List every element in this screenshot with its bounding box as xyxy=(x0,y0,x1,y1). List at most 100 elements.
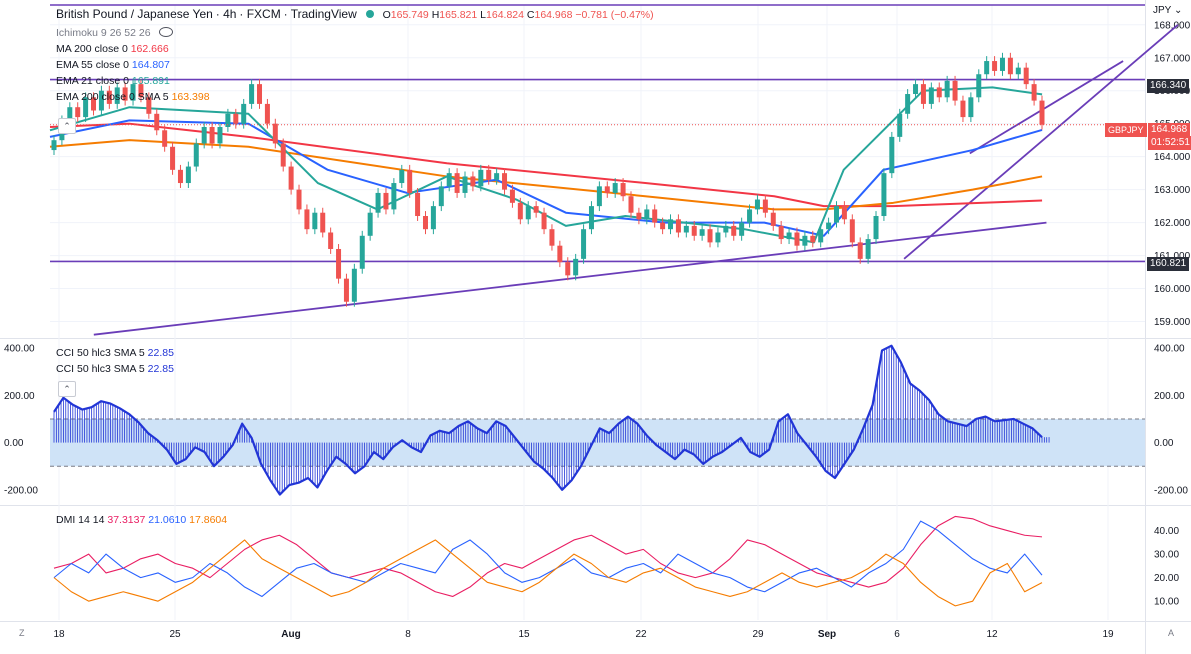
cci-tick-label-right: 400.00 xyxy=(1154,344,1185,355)
candle-down xyxy=(920,84,926,104)
high-value: 165.821 xyxy=(439,9,478,21)
price-tick-label: 168.000 xyxy=(1154,20,1191,31)
candle-down xyxy=(106,90,112,104)
candle-up xyxy=(865,239,871,259)
candle-up xyxy=(185,166,191,184)
candle-up xyxy=(438,186,444,207)
cci-tick-label-right: 0.00 xyxy=(1154,438,1174,449)
lower-line-price-tag: 160.821 xyxy=(1147,257,1190,271)
candle-down xyxy=(407,169,413,193)
interval[interactable]: 4h xyxy=(223,7,237,21)
candle-down xyxy=(565,262,571,276)
candle-down xyxy=(857,242,863,259)
indicator-ema21-label[interactable]: EMA 21 close 0 xyxy=(56,75,129,87)
currency-selector[interactable]: JPY ⌄ xyxy=(1153,5,1183,16)
candle-up xyxy=(351,268,357,302)
time-tick-label: 8 xyxy=(405,629,411,640)
candle-down xyxy=(264,103,270,124)
cci-tick-label-left: 0.00 xyxy=(4,438,24,449)
overlay-ema-200-close-0-sma-5 xyxy=(49,139,1043,211)
candle-down xyxy=(320,212,326,233)
candle-down xyxy=(628,196,634,213)
candle-up xyxy=(581,229,587,259)
candle-down xyxy=(122,87,128,101)
dmi-tick-label: 40.00 xyxy=(1154,526,1179,537)
candle-up xyxy=(462,176,468,193)
time-tick-label: 18 xyxy=(53,629,65,640)
candle-up xyxy=(818,229,824,243)
auto-scale-button[interactable]: A xyxy=(1168,628,1175,638)
candle-down xyxy=(936,87,942,98)
dmi-tick-label: 20.00 xyxy=(1154,573,1179,584)
indicator-ma200-label[interactable]: MA 200 close 0 xyxy=(56,43,128,55)
time-tick-label: 19 xyxy=(1102,629,1114,640)
legend-collapse-button[interactable]: ⌃ xyxy=(58,118,76,134)
dmi-plus-value: 37.3137 xyxy=(107,514,146,526)
price-tick-label: 163.000 xyxy=(1154,185,1191,196)
candle-down xyxy=(383,192,389,210)
candle-down xyxy=(486,169,492,180)
candle-down xyxy=(138,84,144,98)
price-tick-label: 160.000 xyxy=(1154,284,1191,295)
trend-line xyxy=(903,24,1179,260)
overlay-ema-21-close-0 xyxy=(49,86,1043,244)
candle-down xyxy=(177,169,183,184)
candle-down xyxy=(660,222,666,230)
cci-legend: CCI 50 hlc3 SMA 5 22.85 CCI 50 hlc3 SMA … xyxy=(56,345,174,377)
time-tick-label: 6 xyxy=(894,629,900,640)
cci-label-2[interactable]: CCI 50 hlc3 SMA 5 xyxy=(56,363,145,375)
trend-line xyxy=(969,60,1124,155)
candle-up xyxy=(525,206,531,220)
indicator-ema55-label[interactable]: EMA 55 close 0 xyxy=(56,59,129,71)
candle-up xyxy=(739,222,745,236)
candle-up xyxy=(114,87,120,104)
price-tick-label: 164.000 xyxy=(1154,152,1191,163)
symbol-name[interactable]: British Pound / Japanese Yen xyxy=(56,7,213,21)
candle-up xyxy=(359,235,365,269)
candle-up xyxy=(193,143,199,167)
time-tick-label: Sep xyxy=(818,629,836,640)
indicator-ichimoku-label[interactable]: Ichimoku 9 26 52 26 xyxy=(56,27,151,39)
candle-down xyxy=(794,232,800,246)
candle-up xyxy=(225,113,231,127)
time-tick-label: 25 xyxy=(169,629,181,640)
candle-up xyxy=(873,216,879,240)
candle-up xyxy=(699,229,705,236)
cci-label[interactable]: CCI 50 hlc3 SMA 5 xyxy=(56,347,145,359)
candle-down xyxy=(1007,57,1013,75)
candle-up xyxy=(644,209,650,220)
candle-up xyxy=(130,84,136,101)
eye-off-icon[interactable] xyxy=(159,27,174,37)
candle-down xyxy=(533,206,539,213)
cci-collapse-button[interactable]: ⌃ xyxy=(58,381,76,397)
candle-down xyxy=(849,219,855,243)
timezone-z-button[interactable]: Z xyxy=(19,628,25,638)
candle-down xyxy=(675,219,681,233)
candle-down xyxy=(960,100,966,118)
candle-down xyxy=(502,173,508,190)
candle-up xyxy=(897,113,903,137)
candle-down xyxy=(470,176,476,187)
indicator-ema200-label[interactable]: EMA 200 close 0 SMA 5 xyxy=(56,91,169,103)
candle-down xyxy=(636,212,642,220)
candle-up xyxy=(391,183,397,210)
dmi-label[interactable]: DMI 14 14 xyxy=(56,514,105,526)
dmi-tick-label: 10.00 xyxy=(1154,597,1179,608)
candle-up xyxy=(478,169,484,187)
candle-down xyxy=(257,84,263,104)
candle-up xyxy=(913,84,919,95)
candle-down xyxy=(415,192,421,217)
cci-value-2: 22.85 xyxy=(147,363,174,375)
candle-down xyxy=(810,235,816,243)
time-tick-label: 12 xyxy=(986,629,998,640)
candle-down xyxy=(272,123,278,144)
cci-tick-label-left: 400.00 xyxy=(4,344,35,355)
candle-up xyxy=(430,206,436,230)
candle-down xyxy=(162,130,168,147)
platform: TradingView xyxy=(290,7,357,21)
countdown-tag: 01:52:51 xyxy=(1148,136,1191,150)
time-tick-label: 29 xyxy=(752,629,764,640)
candle-up xyxy=(999,57,1005,71)
candle-up xyxy=(83,97,89,118)
